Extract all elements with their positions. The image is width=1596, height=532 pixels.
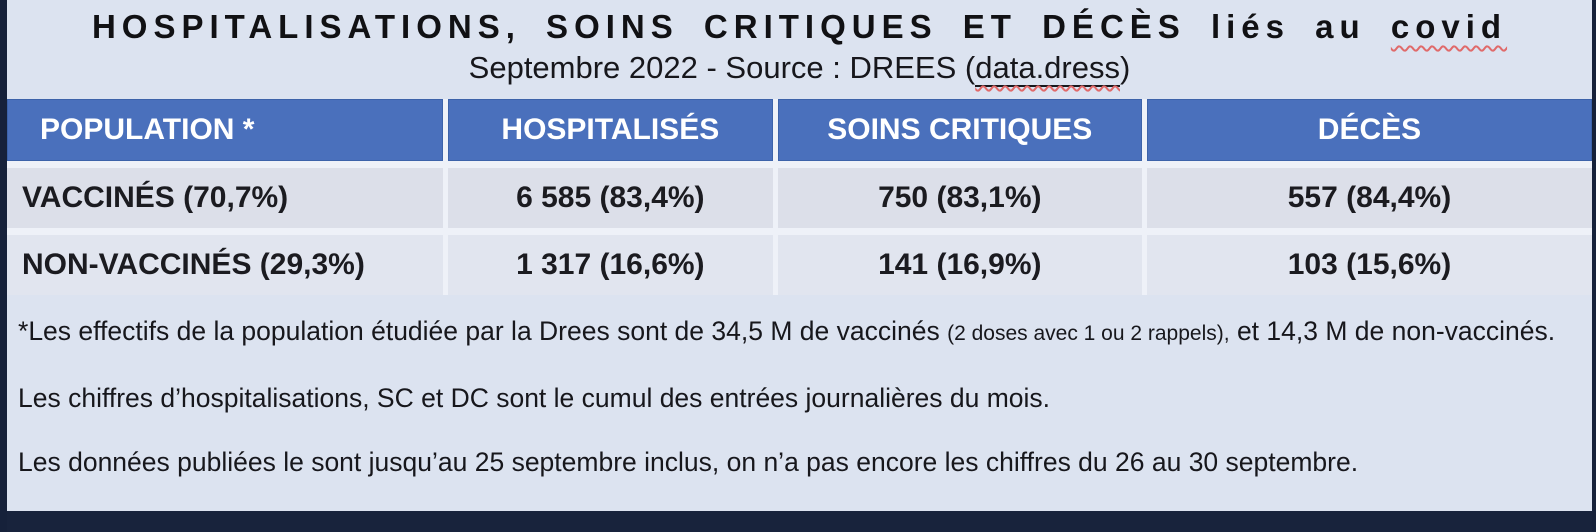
cell-deces-vaccines: 557 (84,4%) — [1146, 168, 1592, 228]
source-link[interactable]: data.dress — [975, 50, 1120, 85]
cell-population-non-vaccines: NON-VACCINÉS (29,3%) — [7, 235, 444, 295]
cell-hospitalises-vaccines: 6 585 (83,4%) — [448, 168, 773, 228]
subtitle-text: Septembre 2022 - Source : DREES ( — [468, 50, 976, 85]
page-title-covid-word: covid — [1390, 8, 1508, 45]
footnotes: *Les effectifs de la population étudiée … — [18, 312, 1576, 481]
footnote1-small-text: (2 doses avec 1 ou 2 rappels), — [947, 322, 1230, 345]
cell-soins-critiques-vaccines: 750 (83,1%) — [777, 168, 1142, 228]
cell-population-vaccines: VACCINÉS (70,7%) — [7, 168, 444, 228]
cell-hospitalises-non-vaccines: 1 317 (16,6%) — [448, 235, 773, 295]
footnote1-text: *Les effectifs de la population étudiée … — [18, 316, 948, 346]
bottom-dark-bar — [7, 511, 1592, 532]
page-title: HOSPITALISATIONS, SOINS CRITIQUES ET DÉC… — [7, 8, 1592, 46]
column-header-population: POPULATION * — [7, 99, 444, 161]
subtitle: Septembre 2022 - Source : DREES (data.dr… — [7, 50, 1592, 87]
cell-soins-critiques-non-vaccines: 141 (16,9%) — [777, 235, 1142, 295]
column-header-hospitalises: HOSPITALISÉS — [448, 99, 773, 161]
subtitle-suffix: ) — [1120, 50, 1131, 85]
column-header-soins-critiques: SOINS CRITIQUES — [777, 99, 1142, 161]
page-title-text: HOSPITALISATIONS, SOINS CRITIQUES ET DÉC… — [91, 8, 1391, 45]
footnote-population-effectifs: *Les effectifs de la population étudiée … — [18, 312, 1576, 353]
footnote-cumul: Les chiffres d’hospitalisations, SC et D… — [18, 383, 1051, 413]
cell-deces-non-vaccines: 103 (15,6%) — [1146, 235, 1592, 295]
column-header-deces: DÉCÈS — [1146, 99, 1592, 161]
footnote1-text-end: et 14,3 M de non-vaccinés. — [1229, 316, 1556, 346]
data-table: POPULATION * HOSPITALISÉS SOINS CRITIQUE… — [7, 99, 1592, 295]
footnote-donnees-publiees: Les données publiées le sont jusqu’au 25… — [18, 447, 1359, 477]
